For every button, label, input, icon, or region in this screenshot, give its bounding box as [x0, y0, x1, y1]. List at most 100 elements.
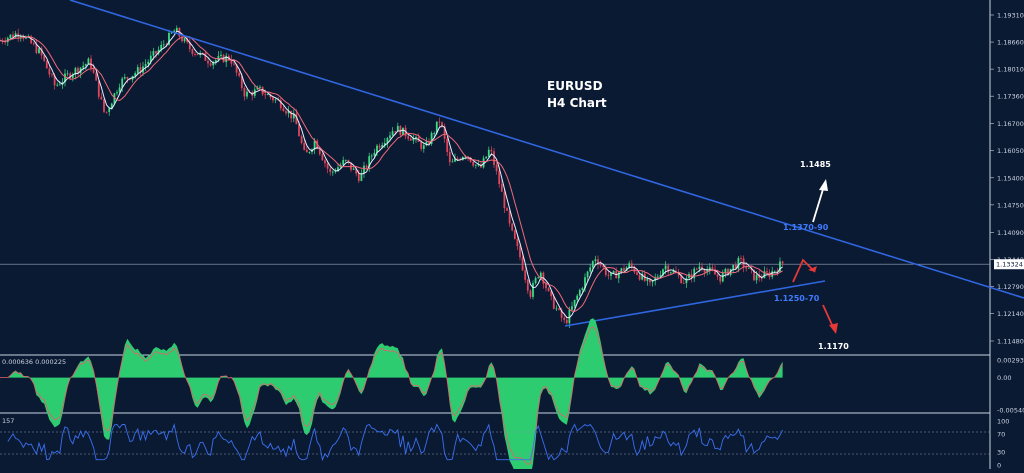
candle-body [157, 49, 160, 54]
candle-body [409, 138, 412, 141]
candle-body [487, 149, 490, 157]
candle-body [493, 151, 495, 165]
candle-body [272, 97, 274, 101]
candle-body [64, 73, 66, 83]
candle-body [628, 263, 631, 268]
candle-body [534, 277, 537, 284]
oscillator-axis: 100 70 30 0 [997, 418, 1009, 470]
candle-body [545, 283, 547, 289]
candle-body [524, 270, 527, 280]
candle-body [363, 165, 365, 174]
oscillator-header: 157 [2, 417, 14, 425]
candle-body [719, 276, 722, 282]
candle-body [474, 164, 477, 166]
candle-body [175, 28, 178, 31]
candle-body [149, 55, 152, 62]
candle-body [261, 86, 264, 95]
candle-body [407, 136, 410, 139]
candle-body [594, 259, 597, 262]
candle-body [105, 111, 108, 113]
candle-body [467, 156, 469, 158]
candle-body [573, 299, 576, 307]
candle-body [552, 296, 555, 309]
candle-body [129, 78, 131, 80]
candle-body [503, 191, 506, 209]
current-price-badge [994, 259, 1024, 270]
candle-body [721, 272, 724, 282]
bearish-arrow [822, 304, 834, 328]
candle-body [19, 36, 22, 38]
candle-body [521, 257, 524, 271]
price-tick-label: 1.17360 [997, 93, 1024, 101]
candle-body [173, 30, 176, 33]
macd-signal-line [0, 326, 783, 465]
bounce-arrow [792, 258, 816, 283]
candle-body [295, 113, 298, 125]
candle-body [591, 261, 594, 268]
candle-body [448, 151, 451, 163]
candle-body [318, 148, 321, 155]
candle-body [292, 113, 295, 119]
candle-body [454, 158, 456, 162]
candle-body [110, 103, 113, 109]
candle-body [485, 156, 488, 159]
chart-title: EURUSD [547, 79, 603, 93]
candle-body [87, 58, 90, 65]
candle-body [48, 68, 51, 75]
candle-body [90, 58, 92, 68]
candle-body [51, 74, 53, 76]
price-tick-label: 1.14090 [997, 229, 1024, 237]
candle-body [357, 173, 360, 181]
candle-body [370, 155, 373, 157]
candle-body [334, 171, 337, 173]
bounce-arrow-head [808, 266, 817, 272]
candle-body [95, 72, 98, 81]
candle-body [776, 270, 779, 272]
candle-body [547, 288, 550, 292]
candle-body [396, 126, 399, 132]
candle-body [209, 63, 212, 66]
candle-body [331, 171, 334, 173]
candle-body [360, 173, 363, 181]
candle-body [123, 77, 126, 79]
candle-body [537, 277, 540, 279]
candle-body [633, 266, 636, 273]
candle-body [66, 73, 69, 75]
candle-body [100, 96, 103, 100]
candle-body [695, 268, 698, 270]
candle-body [597, 259, 599, 265]
candle-body [568, 309, 571, 324]
candle-body [134, 73, 137, 76]
candle-body [727, 268, 729, 275]
candle-body [620, 268, 623, 273]
candle-body [225, 55, 228, 63]
candle-body [207, 60, 209, 64]
candle-body [617, 272, 620, 279]
candle-body [53, 75, 56, 86]
candle-body [344, 159, 347, 161]
candle-body [329, 168, 332, 172]
candle-body [61, 82, 64, 85]
candle-body [391, 131, 394, 136]
candle-body [243, 88, 246, 97]
candle-body [201, 52, 204, 54]
candle-body [630, 263, 633, 267]
candle-body [703, 269, 706, 273]
candle-body [12, 34, 14, 38]
candle-body [45, 60, 48, 69]
candle-body [58, 84, 61, 86]
candle-body [376, 145, 378, 153]
candle-body [160, 44, 163, 50]
candle-body [781, 261, 784, 264]
candle-body [425, 141, 428, 146]
candle-body [646, 278, 649, 281]
candle-body [298, 124, 300, 137]
candle-body [558, 308, 560, 310]
candle-body [433, 133, 436, 134]
candle-body [256, 87, 259, 90]
candle-body [737, 258, 740, 269]
candle-body [441, 122, 443, 127]
candle-body [155, 51, 157, 54]
candle-body [56, 84, 59, 86]
